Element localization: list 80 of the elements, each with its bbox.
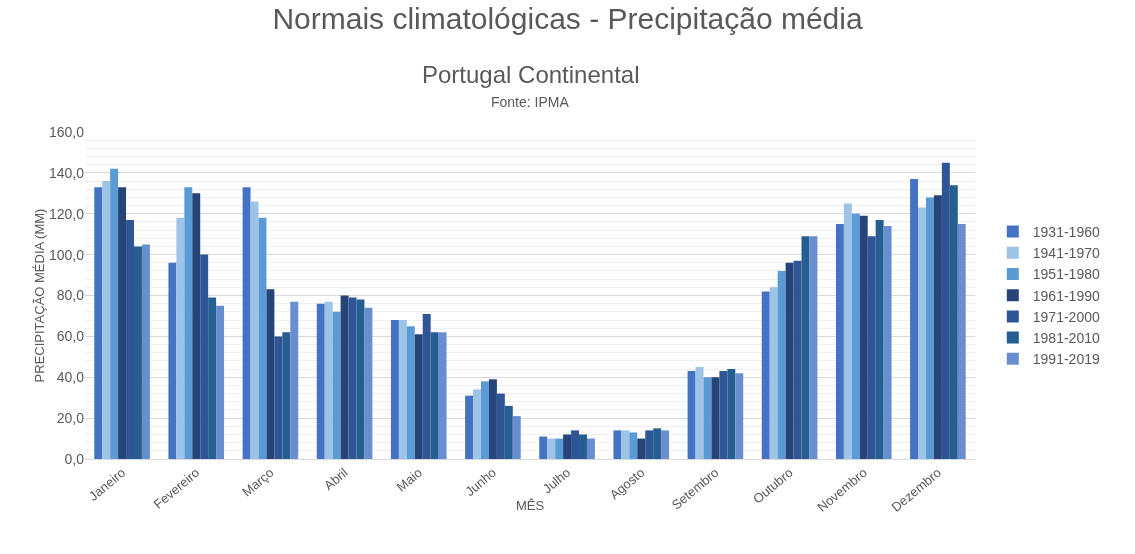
bar [761,291,770,459]
bar [266,289,275,459]
bar [586,438,595,459]
chart-subtitle: Portugal Continental [422,61,640,88]
bar [835,223,844,459]
bar [851,213,860,459]
bar [512,416,521,459]
bar [473,389,481,459]
y-tick-label: 100,0 [48,246,85,263]
bar [883,226,892,459]
bar [785,262,794,459]
bar [94,187,103,459]
bar [168,262,177,459]
bar [216,305,225,459]
y-tick-label: 160,0 [48,123,85,140]
bar [918,207,926,459]
bar [555,438,564,459]
x-tick-label: Maio [393,464,425,495]
y-tick-label: 0,0 [64,450,85,467]
bar [957,223,966,459]
bar [621,430,630,459]
bar [859,215,868,459]
source-note: Fonte: IPMA [491,94,570,110]
bar [184,187,193,459]
y-tick-label: 80,0 [56,287,85,304]
bar [390,320,399,459]
chart-title: Normais climatológicas - Precipitação média [272,2,863,36]
bar [777,270,786,459]
bar [613,430,622,459]
bar [332,311,341,459]
bar [316,303,325,459]
y-tick-label: 20,0 [56,410,85,427]
bar [687,371,696,459]
bar [809,236,818,459]
bar [324,301,333,459]
legend-label: 1941-1970 [1032,245,1100,262]
y-tick-label: 140,0 [48,164,85,181]
bar [118,187,127,459]
bar [242,187,251,459]
y-tick-label: 60,0 [56,328,85,345]
legend-label: 1961-1990 [1032,287,1100,304]
bar [406,326,415,459]
bar [695,367,704,459]
bar [769,287,778,459]
bar [547,438,556,459]
bar [398,320,407,459]
bar [364,307,373,459]
bar [481,381,489,459]
bar [629,432,638,459]
legend-label: 1991-2019 [1032,351,1100,368]
bar [926,197,934,459]
bar [110,168,119,459]
bar [910,179,919,459]
legend-label: 1931-1960 [1032,224,1100,241]
bar [141,244,150,459]
bar [438,332,447,459]
legend-label: 1971-2000 [1032,308,1100,325]
y-tick-label: 40,0 [56,369,85,386]
bar [102,181,111,459]
bar [563,434,572,459]
y-axis-title: PRECIPITAÇÃO MÉDIA (MM) [31,208,47,383]
bar [661,430,670,459]
bar [488,379,497,459]
bar [843,203,852,459]
bar [539,436,548,459]
bar [250,201,259,459]
bar [176,217,185,459]
y-tick-label: 120,0 [48,205,85,222]
bar [637,438,646,459]
bar [465,395,474,459]
bar [933,195,942,459]
bar [192,193,201,459]
bar [290,301,299,459]
bar [340,295,349,459]
bar [735,373,744,459]
bar [711,377,720,459]
x-axis-title: MÊS [515,498,545,514]
bar [414,334,423,459]
legend-label: 1981-2010 [1032,330,1100,347]
legend-label: 1951-1980 [1032,266,1100,283]
